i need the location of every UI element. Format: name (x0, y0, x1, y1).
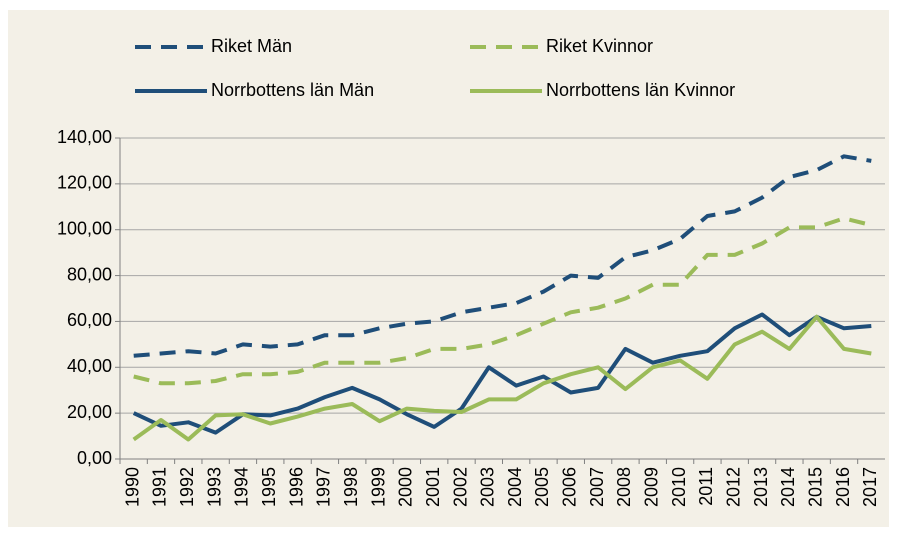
x-tick-label: 2009 (642, 467, 662, 507)
x-tick-label: 2003 (478, 467, 498, 507)
x-tick-label: 2011 (696, 467, 716, 506)
line-series (132, 314, 872, 442)
x-tick-label: 2000 (396, 467, 416, 507)
line-series (132, 312, 872, 435)
x-tick-label: 1990 (122, 467, 142, 507)
x-tick-label: 2016 (833, 467, 853, 507)
legend-label: Riket Kvinnor (546, 36, 653, 56)
x-tick-label: 2005 (532, 467, 552, 507)
x-tick-label: 1993 (204, 467, 224, 507)
x-tick-label: 2010 (669, 467, 689, 507)
y-tick-label: 120,00 (57, 173, 112, 193)
x-tick-label: 2002 (450, 467, 470, 507)
x-tick-label: 2017 (860, 467, 880, 507)
y-tick-label: 100,00 (57, 218, 112, 238)
x-tick-label: 1992 (177, 467, 197, 507)
x-tick-label: 2012 (723, 467, 743, 507)
x-tick-label: 1997 (314, 467, 334, 507)
x-tick-label: 2015 (805, 467, 825, 507)
x-tick-label: 1998 (341, 467, 361, 507)
x-tick-label: 1994 (232, 467, 252, 507)
y-tick-label: 0,00 (77, 448, 112, 468)
legend-label: Riket Män (211, 36, 292, 56)
y-tick-label: 80,00 (67, 264, 112, 284)
x-tick-label: 1991 (150, 467, 170, 507)
x-tick-label: 1995 (259, 467, 279, 507)
x-tick-label: 2013 (751, 467, 771, 507)
chart-background (8, 10, 889, 527)
x-tick-label: 2014 (778, 467, 798, 507)
x-tick-label: 2001 (423, 467, 443, 507)
legend-label: Norrbottens län Kvinnor (546, 80, 735, 100)
line-series (133, 154, 872, 358)
legend-label: Norrbottens län Män (211, 80, 374, 100)
x-tick-label: 2004 (505, 467, 525, 507)
x-tick-label: 2006 (560, 467, 580, 507)
x-tick-label: 1996 (286, 467, 306, 507)
line-series (133, 216, 872, 386)
y-tick-label: 20,00 (67, 402, 112, 422)
y-tick-label: 40,00 (67, 356, 112, 376)
x-tick-label: 2008 (614, 467, 634, 507)
y-tick-label: 140,00 (57, 127, 112, 147)
x-tick-label: 1999 (368, 467, 388, 507)
y-tick-label: 60,00 (67, 310, 112, 330)
x-tick-label: 2007 (587, 467, 607, 507)
